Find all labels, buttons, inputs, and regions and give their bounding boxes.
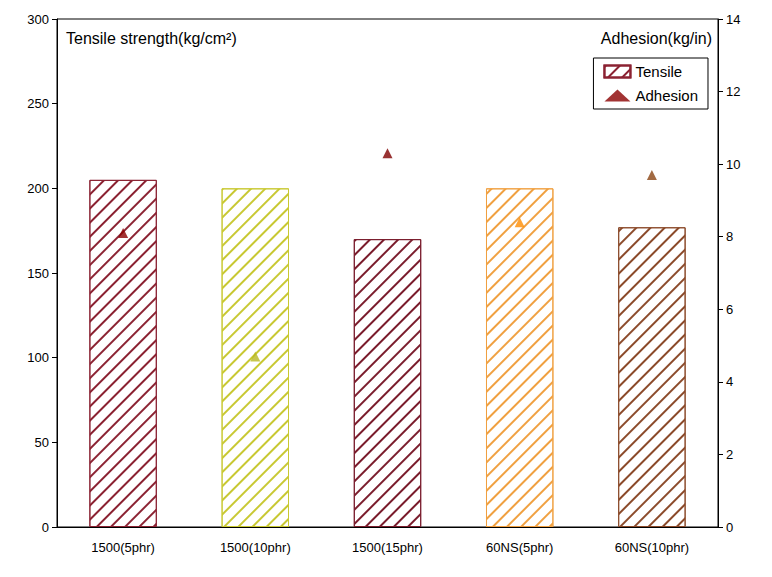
- svg-text:0: 0: [42, 520, 49, 535]
- svg-text:50: 50: [35, 435, 49, 450]
- svg-text:250: 250: [27, 96, 49, 111]
- svg-text:4: 4: [726, 374, 733, 389]
- svg-text:10: 10: [726, 157, 740, 172]
- svg-text:Tensile strength(kg/cm²): Tensile strength(kg/cm²): [66, 30, 237, 47]
- svg-text:1500(5phr): 1500(5phr): [91, 540, 155, 555]
- svg-text:150: 150: [27, 266, 49, 281]
- svg-text:60NS(10phr): 60NS(10phr): [615, 540, 689, 555]
- svg-text:200: 200: [27, 181, 49, 196]
- svg-text:14: 14: [726, 12, 740, 27]
- svg-text:2: 2: [726, 447, 733, 462]
- svg-text:300: 300: [27, 12, 49, 27]
- svg-text:60NS(5phr): 60NS(5phr): [486, 540, 553, 555]
- svg-text:100: 100: [27, 350, 49, 365]
- svg-text:Tensile: Tensile: [635, 63, 682, 80]
- svg-text:Adhesion: Adhesion: [635, 87, 698, 104]
- svg-text:8: 8: [726, 229, 733, 244]
- svg-text:6: 6: [726, 302, 733, 317]
- svg-text:Adhesion(kg/in): Adhesion(kg/in): [601, 30, 712, 47]
- svg-text:12: 12: [726, 84, 740, 99]
- svg-text:1500(15phr): 1500(15phr): [352, 540, 423, 555]
- svg-text:0: 0: [726, 520, 733, 535]
- svg-text:1500(10phr): 1500(10phr): [220, 540, 291, 555]
